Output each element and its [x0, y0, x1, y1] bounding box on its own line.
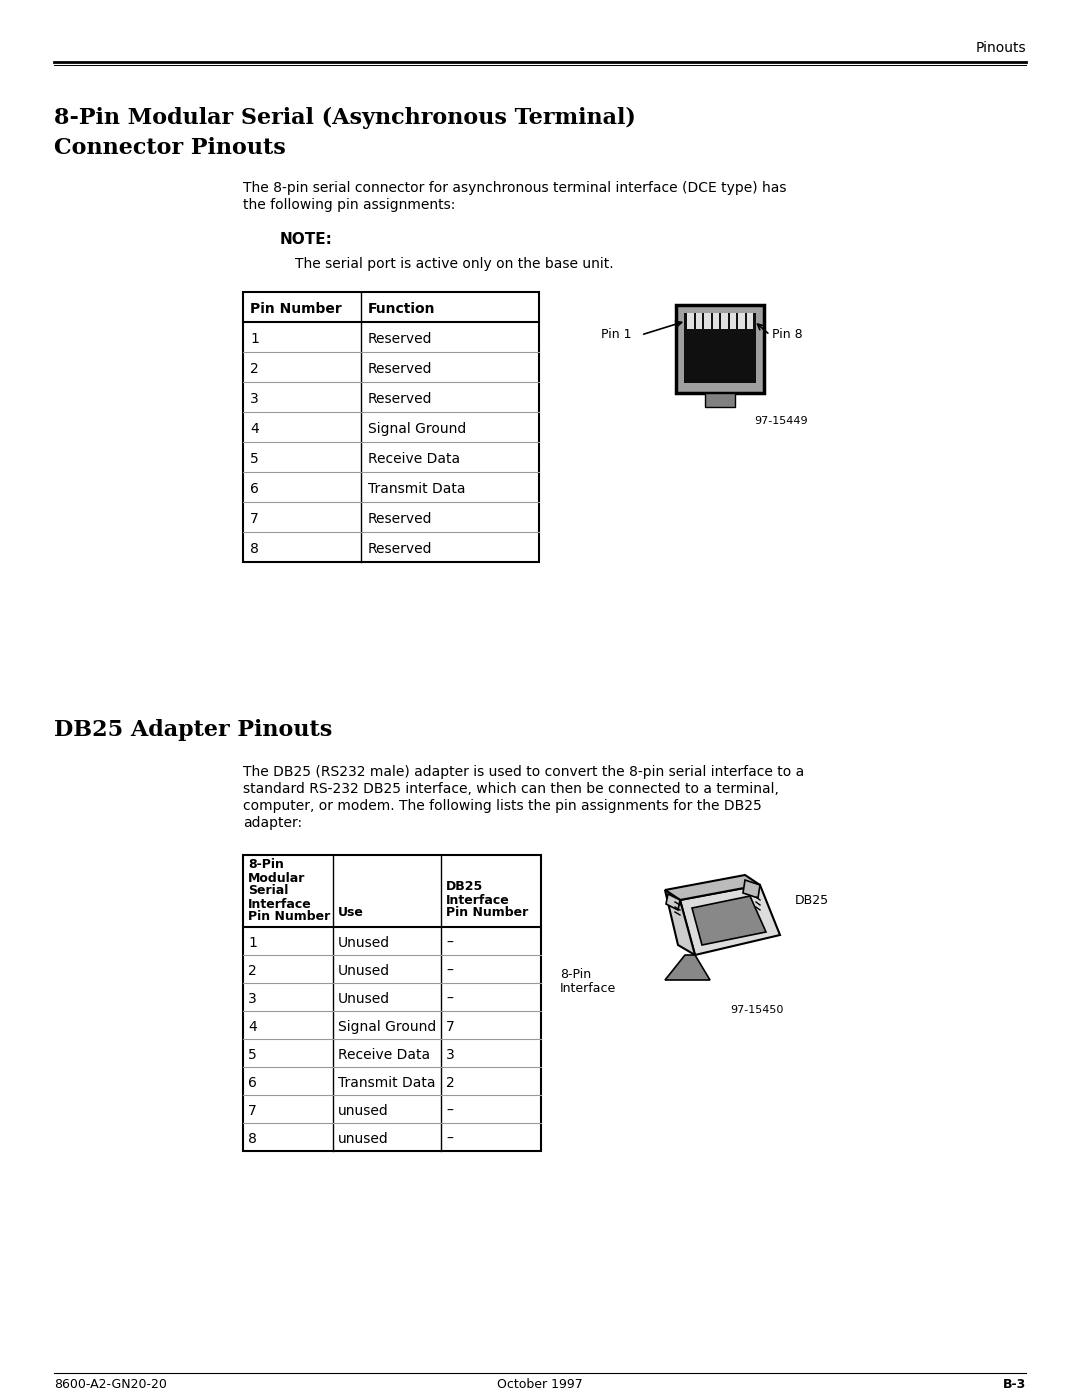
Text: 8600-A2-GN20-20: 8600-A2-GN20-20 — [54, 1379, 167, 1391]
Text: Receive Data: Receive Data — [368, 453, 460, 467]
Text: Pinouts: Pinouts — [975, 41, 1026, 54]
Polygon shape — [692, 895, 766, 944]
Text: 3: 3 — [248, 992, 257, 1006]
Text: 8: 8 — [248, 1132, 257, 1146]
Text: Unused: Unused — [338, 936, 390, 950]
Bar — [746, 313, 753, 330]
Text: 4: 4 — [249, 422, 259, 436]
Text: 3: 3 — [446, 1048, 455, 1062]
Text: 8-Pin: 8-Pin — [248, 859, 284, 872]
Text: DB25: DB25 — [446, 880, 483, 894]
Text: Reserved: Reserved — [368, 393, 432, 407]
Polygon shape — [666, 894, 680, 909]
Text: 97-15449: 97-15449 — [754, 416, 808, 426]
Bar — [705, 393, 735, 407]
Text: Transmit Data: Transmit Data — [338, 1076, 435, 1090]
Text: Reserved: Reserved — [368, 511, 432, 527]
Text: 2: 2 — [249, 362, 259, 376]
Text: Modular: Modular — [248, 872, 306, 884]
Text: B-3: B-3 — [1002, 1379, 1026, 1391]
Text: Serial: Serial — [248, 884, 288, 897]
Bar — [738, 313, 744, 330]
Text: October 1997: October 1997 — [497, 1379, 583, 1391]
Text: 8-Pin: 8-Pin — [561, 968, 591, 982]
Text: –: – — [446, 992, 453, 1006]
Bar — [704, 313, 711, 330]
Text: 8-Pin Modular Serial (Asynchronous Terminal): 8-Pin Modular Serial (Asynchronous Termi… — [54, 108, 636, 129]
Text: 2: 2 — [248, 964, 257, 978]
Text: 7: 7 — [248, 1104, 257, 1118]
Text: 6: 6 — [249, 482, 259, 496]
Polygon shape — [680, 886, 780, 956]
Text: Reserved: Reserved — [368, 332, 432, 346]
Text: standard RS-232 DB25 interface, which can then be connected to a terminal,: standard RS-232 DB25 interface, which ca… — [243, 782, 779, 796]
Text: unused: unused — [338, 1104, 389, 1118]
Text: –: – — [446, 964, 453, 978]
Bar — [243, 855, 541, 1151]
Text: 3: 3 — [249, 393, 259, 407]
Text: Pin Number: Pin Number — [249, 302, 341, 316]
Text: Pin Number: Pin Number — [446, 907, 528, 919]
Polygon shape — [665, 890, 696, 956]
Bar — [729, 313, 735, 330]
Text: 1: 1 — [249, 332, 259, 346]
Text: 1: 1 — [248, 936, 257, 950]
Text: Interface: Interface — [446, 894, 510, 907]
Text: 2: 2 — [446, 1076, 455, 1090]
Text: Reserved: Reserved — [368, 542, 432, 556]
Bar — [713, 313, 719, 330]
Text: The DB25 (RS232 male) adapter is used to convert the 8-pin serial interface to a: The DB25 (RS232 male) adapter is used to… — [243, 766, 805, 780]
Polygon shape — [743, 880, 760, 898]
Text: Pin 1: Pin 1 — [600, 328, 632, 341]
Text: Pin Number: Pin Number — [248, 911, 330, 923]
Text: –: – — [446, 1104, 453, 1118]
Text: –: – — [446, 1132, 453, 1146]
Polygon shape — [665, 956, 710, 981]
Text: 8: 8 — [249, 542, 259, 556]
Text: 4: 4 — [248, 1020, 257, 1034]
Text: Unused: Unused — [338, 992, 390, 1006]
Text: 6: 6 — [248, 1076, 257, 1090]
Text: adapter:: adapter: — [243, 816, 302, 830]
Bar — [684, 313, 756, 383]
Text: –: – — [446, 936, 453, 950]
Text: Interface: Interface — [248, 897, 312, 911]
Bar — [721, 313, 728, 330]
Text: 97-15450: 97-15450 — [730, 1004, 783, 1016]
Text: the following pin assignments:: the following pin assignments: — [243, 198, 456, 212]
Text: Signal Ground: Signal Ground — [338, 1020, 436, 1034]
Text: Receive Data: Receive Data — [338, 1048, 430, 1062]
Polygon shape — [665, 875, 760, 900]
Text: Use: Use — [338, 907, 364, 919]
Text: DB25 Adapter Pinouts: DB25 Adapter Pinouts — [54, 719, 333, 740]
Text: Unused: Unused — [338, 964, 390, 978]
Text: Signal Ground: Signal Ground — [368, 422, 467, 436]
Text: 7: 7 — [249, 511, 259, 527]
Text: computer, or modem. The following lists the pin assignments for the DB25: computer, or modem. The following lists … — [243, 799, 761, 813]
Text: Connector Pinouts: Connector Pinouts — [54, 137, 286, 159]
Text: Transmit Data: Transmit Data — [368, 482, 465, 496]
Bar — [243, 292, 539, 562]
Text: 7: 7 — [446, 1020, 455, 1034]
Bar — [676, 305, 764, 393]
Text: Reserved: Reserved — [368, 362, 432, 376]
Bar — [696, 313, 702, 330]
Text: Pin 8: Pin 8 — [772, 328, 802, 341]
Text: DB25: DB25 — [795, 894, 829, 907]
Text: 5: 5 — [249, 453, 259, 467]
Text: Function: Function — [368, 302, 435, 316]
Text: NOTE:: NOTE: — [280, 232, 333, 247]
Text: The serial port is active only on the base unit.: The serial port is active only on the ba… — [295, 257, 613, 271]
Text: The 8-pin serial connector for asynchronous terminal interface (DCE type) has: The 8-pin serial connector for asynchron… — [243, 182, 786, 196]
Bar — [687, 313, 693, 330]
Text: unused: unused — [338, 1132, 389, 1146]
Text: 5: 5 — [248, 1048, 257, 1062]
Text: Interface: Interface — [561, 982, 617, 995]
